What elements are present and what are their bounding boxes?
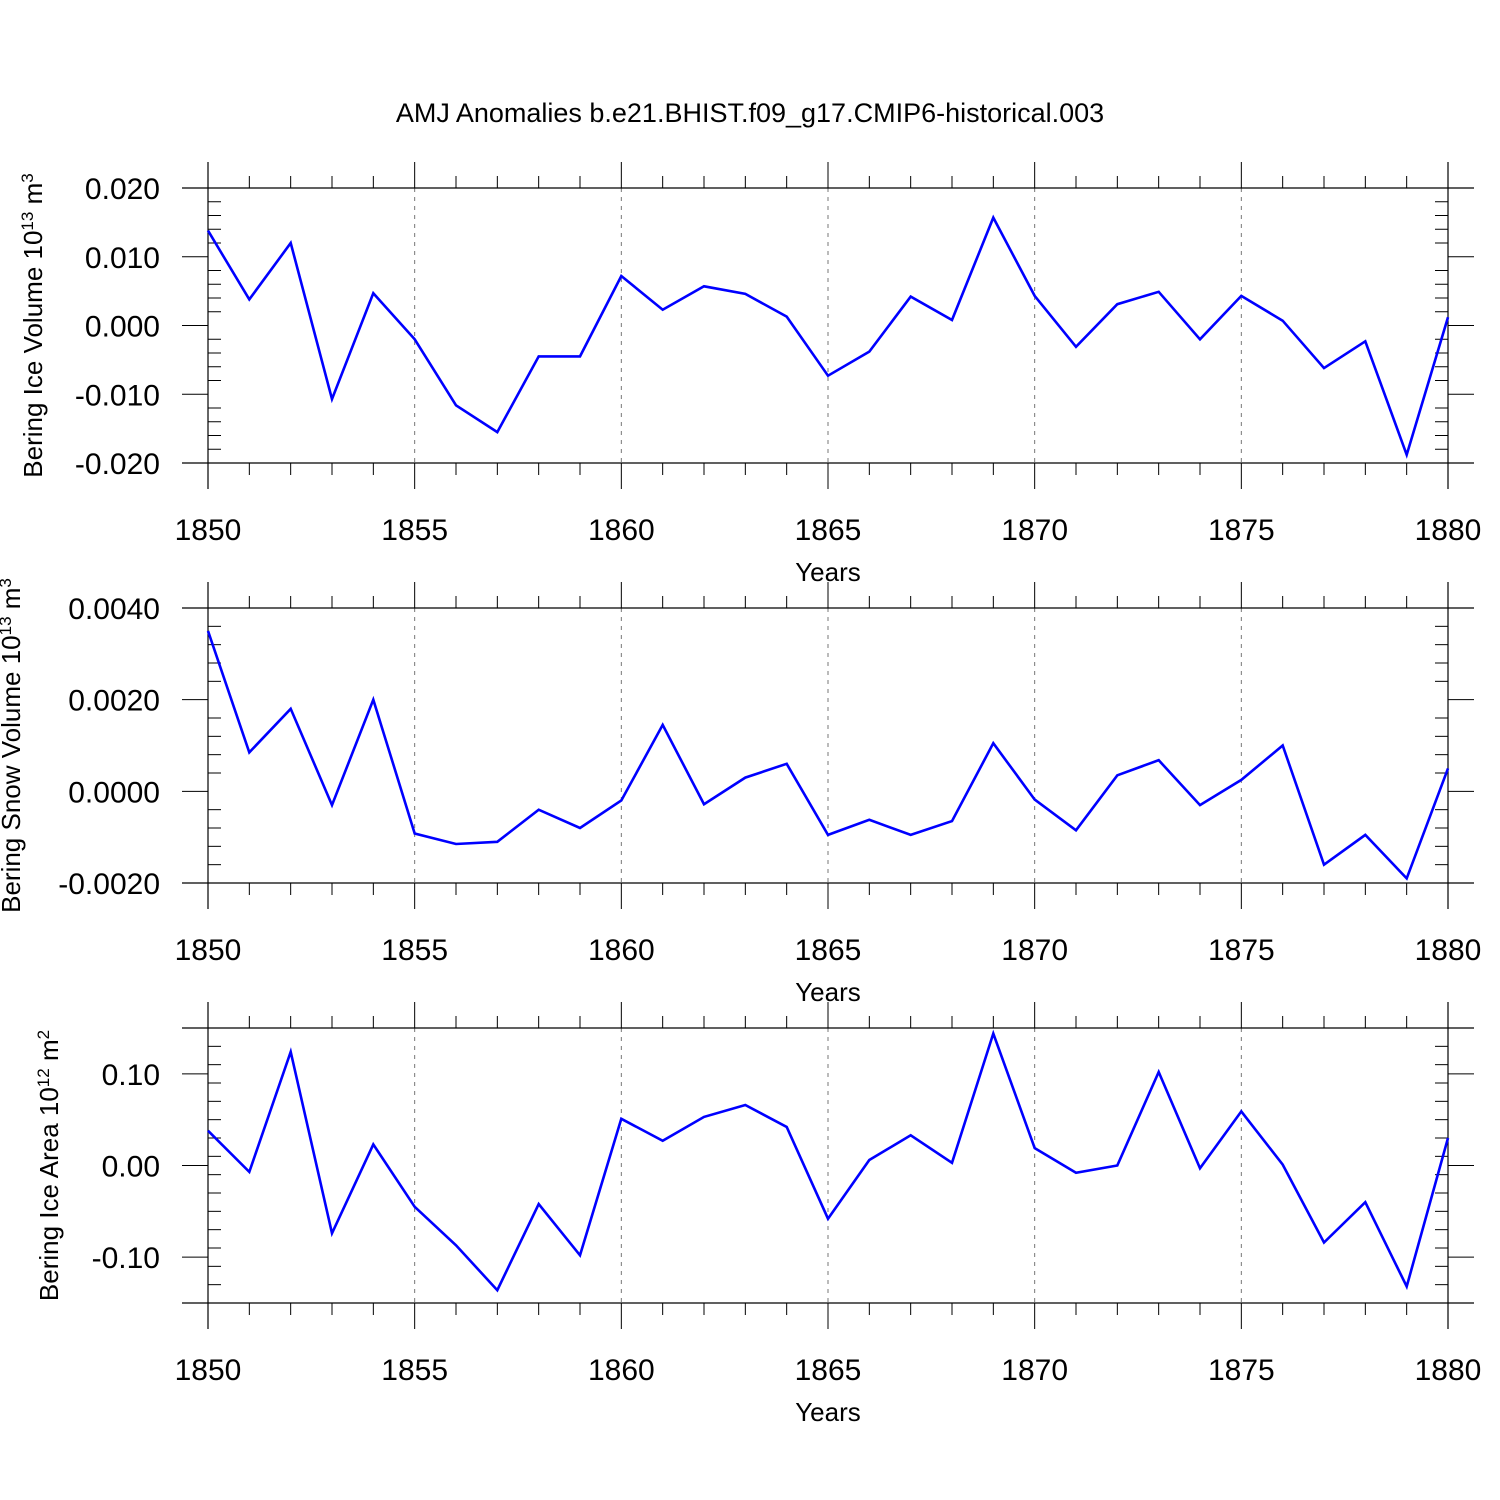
x-tick-label: 1865 — [795, 514, 862, 547]
series-line — [206, 214, 1450, 459]
y-tick-label: -0.0020 — [58, 868, 160, 901]
x-tick-label: 1865 — [795, 1354, 862, 1387]
x-tick-label: 1855 — [381, 514, 448, 547]
y-unit-superscript: 2 — [34, 1030, 53, 1039]
x-axis-label: Years — [795, 1397, 861, 1427]
series-line — [206, 630, 1450, 881]
x-tick-label: 1875 — [1208, 934, 1275, 967]
y-unit-superscript: 12 — [34, 1068, 53, 1087]
y-unit-superscript: 13 — [0, 616, 15, 635]
x-tick-label: 1850 — [175, 1354, 242, 1387]
panel-1: 0.020 0.010 0.000 -0.010 -0.020 1850 1855 1860 1… — [18, 162, 1482, 587]
y-tick-label: 0.0040 — [68, 593, 160, 626]
x-tick-label: 1880 — [1415, 1354, 1482, 1387]
y-axis-label: Bering Ice Area 1012 m2 — [34, 1030, 65, 1301]
x-tick-label: 1875 — [1208, 514, 1275, 547]
y-tick-label: -0.010 — [75, 379, 160, 412]
y-tick-label: 0.10 — [102, 1059, 160, 1092]
x-tick-label: 1850 — [175, 934, 242, 967]
y-tick-label: 0.0000 — [68, 776, 160, 809]
y-unit-superscript: 3 — [18, 173, 37, 182]
y-label-part: Bering Ice Area 10 — [34, 1087, 64, 1301]
x-tick-label: 1855 — [381, 934, 448, 967]
x-tick-label: 1880 — [1415, 934, 1482, 967]
x-tick-label: 1870 — [1001, 1354, 1068, 1387]
series-line — [207, 1029, 1450, 1293]
y-tick-label: 0.010 — [85, 242, 160, 275]
y-axis-label: Bering Snow Volume 1013 m3 — [0, 578, 26, 913]
y-tick-label: 0.000 — [85, 311, 160, 344]
x-tick-label: 1855 — [381, 1354, 448, 1387]
x-tick-label: 1870 — [1001, 514, 1068, 547]
x-tick-label: 1860 — [588, 934, 655, 967]
y-label-part: m — [18, 183, 48, 212]
chart-title: AMJ Anomalies b.e21.BHIST.f09_g17.CMIP6-… — [396, 98, 1104, 128]
chart-panels: 0.020 0.010 0.000 -0.010 -0.020 1850 1855 1860 1… — [0, 162, 1481, 1427]
y-label-part: Bering Ice Volume 10 — [18, 231, 48, 478]
y-label-part: m — [34, 1039, 64, 1068]
y-label-part: Bering Snow Volume 10 — [0, 635, 26, 913]
x-tick-label: 1870 — [1001, 934, 1068, 967]
y-tick-label: 0.00 — [102, 1151, 160, 1184]
y-label-part: m — [0, 588, 26, 617]
y-axis-label: Bering Ice Volume 1013 m3 — [18, 173, 49, 477]
y-tick-label: 0.020 — [85, 173, 160, 206]
x-tick-label: 1880 — [1415, 514, 1482, 547]
y-unit-superscript: 13 — [18, 212, 37, 231]
x-tick-label: 1860 — [588, 514, 655, 547]
y-tick-label: -0.10 — [92, 1242, 160, 1275]
x-tick-label: 1850 — [175, 514, 242, 547]
y-unit-superscript: 3 — [0, 578, 15, 587]
x-tick-label: 1860 — [588, 1354, 655, 1387]
y-tick-label: 0.0020 — [68, 685, 160, 718]
x-tick-label: 1865 — [795, 934, 862, 967]
y-tick-label: -0.020 — [75, 448, 160, 481]
x-tick-label: 1875 — [1208, 1354, 1275, 1387]
panel-2: 0.0040 0.0020 0.0000 -0.0020 1850 1855 1860 186… — [0, 578, 1481, 1007]
panel-3: 0.10 0.00 -0.10 1850 1855 1860 1865 1870 1875 188… — [34, 1002, 1482, 1427]
